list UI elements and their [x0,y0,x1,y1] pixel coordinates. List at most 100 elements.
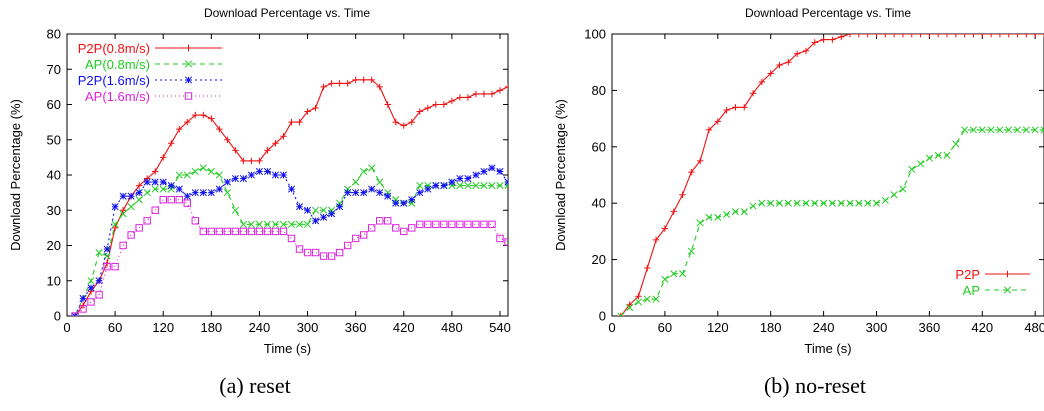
data-point [376,189,384,197]
data-point [740,208,748,216]
data-point [183,199,191,207]
data-point [392,224,400,232]
data-point [79,305,87,313]
data-point [263,167,272,176]
data-point [303,206,312,214]
data-point [328,206,336,214]
data-point [723,210,731,219]
data-point [456,174,464,183]
data-point [392,118,399,126]
series-line [74,79,508,316]
data-point [408,118,415,126]
data-point [384,101,391,108]
data-point [811,199,819,207]
data-point [1013,126,1022,134]
data-point [232,147,239,154]
data-point [978,126,986,134]
data-point [255,167,263,176]
data-point [191,217,199,225]
data-point [320,213,328,221]
data-point [952,140,960,148]
data-point [312,206,320,214]
y-axis-label: Download Percentage (%) [8,99,23,251]
data-point [643,295,651,303]
data-point [424,104,432,112]
series-line [74,199,508,316]
data-point [873,34,880,38]
data-point [280,133,287,140]
data-point [272,140,279,147]
data-point [224,136,231,143]
data-point [384,192,392,200]
data-point [838,34,845,41]
data-point [504,182,508,190]
data-point [191,167,199,176]
data-point [661,275,669,283]
data-point [160,154,167,161]
data-point [749,90,757,97]
data-point [424,182,432,190]
y-tick-label: 20 [592,252,606,267]
chart-title: Download Percentage vs. Time [745,6,911,20]
series-line [620,129,1044,316]
data-point [943,151,951,159]
data-point [432,101,440,108]
data-point [416,189,424,197]
data-point [943,34,951,38]
data-point [368,185,376,193]
data-point [79,294,87,302]
x-tick-label: 360 [345,320,367,335]
data-point [135,196,143,204]
data-point [1022,126,1030,134]
data-point [424,185,432,193]
x-tick-label: 240 [249,320,271,335]
data-point [143,189,151,197]
x-tick-label: 0 [63,320,70,335]
data-point [367,224,376,232]
data-point [376,83,383,91]
data-point [215,185,223,193]
data-point [119,210,127,218]
data-point [279,171,288,179]
data-point [87,298,95,306]
data-point [279,220,288,228]
chart-title: Download Percentage vs. Time [204,6,370,20]
data-point [416,182,424,190]
legend: P2P(0.8m/s)AP(0.8m/s)P2P(1.6m/s)AP(1.6m/… [78,41,222,104]
data-point [216,125,223,133]
data-point [231,174,239,183]
caption-reset: (a) reset [219,373,290,398]
legend-label: P2P(0.8m/s) [78,41,150,56]
data-point [111,220,119,228]
data-point [617,312,625,316]
data-point [488,164,496,172]
data-point [287,220,296,228]
data-point [200,111,207,119]
data-point [352,178,360,186]
y-tick-label: 30 [47,203,61,218]
data-point [1031,126,1039,134]
data-point [103,245,111,253]
data-point [432,220,440,229]
data-point [987,126,995,134]
data-point [855,199,863,207]
data-point [392,199,400,207]
data-point [167,182,175,190]
data-point [758,199,766,207]
data-point [882,34,889,38]
data-point [504,178,508,186]
data-point [416,108,423,115]
data-point [829,36,836,43]
data-point [256,157,263,165]
data-point [271,220,280,228]
data-point [472,90,480,98]
data-point [987,34,995,38]
y-tick-label: 10 [47,273,61,288]
data-point [263,227,272,236]
data-point [352,189,360,197]
data-point [899,185,907,193]
series-line [620,34,1044,316]
